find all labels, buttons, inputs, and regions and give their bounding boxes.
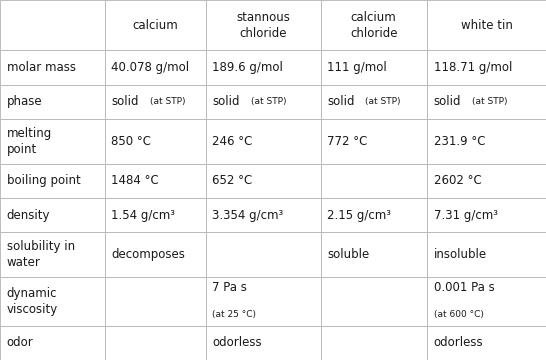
- Text: 7 Pa s: 7 Pa s: [212, 281, 247, 294]
- Bar: [206, 326, 321, 360]
- Text: 2.15 g/cm³: 2.15 g/cm³: [327, 209, 391, 222]
- Bar: [321, 0, 427, 50]
- Text: decomposes: decomposes: [111, 248, 185, 261]
- Text: insoluble: insoluble: [434, 248, 486, 261]
- Bar: [427, 326, 546, 360]
- Bar: [321, 85, 427, 119]
- Text: solid: solid: [111, 95, 139, 108]
- Bar: [321, 326, 427, 360]
- Bar: [105, 85, 206, 119]
- Text: 111 g/mol: 111 g/mol: [327, 61, 387, 74]
- Bar: [0, 198, 105, 232]
- Bar: [206, 0, 321, 50]
- Text: 231.9 °C: 231.9 °C: [434, 135, 485, 148]
- Bar: [0, 326, 105, 360]
- Bar: [206, 50, 321, 85]
- Bar: [0, 164, 105, 198]
- Bar: [105, 232, 206, 277]
- Bar: [427, 277, 546, 326]
- Text: 0.001 Pa s: 0.001 Pa s: [434, 281, 494, 294]
- Bar: [206, 232, 321, 277]
- Bar: [321, 50, 427, 85]
- Text: 189.6 g/mol: 189.6 g/mol: [212, 61, 283, 74]
- Bar: [0, 0, 105, 50]
- Text: 3.354 g/cm³: 3.354 g/cm³: [212, 209, 283, 222]
- Text: melting
point: melting point: [7, 127, 52, 156]
- Text: molar mass: molar mass: [7, 61, 75, 74]
- Text: 1484 °C: 1484 °C: [111, 174, 159, 187]
- Bar: [0, 277, 105, 326]
- Text: 772 °C: 772 °C: [327, 135, 367, 148]
- Bar: [427, 164, 546, 198]
- Text: (at STP): (at STP): [150, 98, 185, 107]
- Bar: [0, 232, 105, 277]
- Text: (at STP): (at STP): [365, 98, 401, 107]
- Bar: [105, 0, 206, 50]
- Bar: [105, 326, 206, 360]
- Text: 40.078 g/mol: 40.078 g/mol: [111, 61, 189, 74]
- Text: 652 °C: 652 °C: [212, 174, 253, 187]
- Bar: [206, 85, 321, 119]
- Bar: [206, 277, 321, 326]
- Text: phase: phase: [7, 95, 42, 108]
- Bar: [0, 119, 105, 164]
- Text: soluble: soluble: [327, 248, 369, 261]
- Text: 7.31 g/cm³: 7.31 g/cm³: [434, 209, 497, 222]
- Bar: [105, 164, 206, 198]
- Text: stannous
chloride: stannous chloride: [236, 11, 290, 40]
- Bar: [206, 119, 321, 164]
- Bar: [321, 232, 427, 277]
- Text: 246 °C: 246 °C: [212, 135, 253, 148]
- Text: (at 25 °C): (at 25 °C): [212, 310, 257, 319]
- Bar: [321, 119, 427, 164]
- Text: density: density: [7, 209, 50, 222]
- Text: solid: solid: [327, 95, 354, 108]
- Bar: [321, 198, 427, 232]
- Text: odorless: odorless: [212, 336, 262, 349]
- Text: (at STP): (at STP): [472, 98, 507, 107]
- Text: solid: solid: [212, 95, 240, 108]
- Bar: [0, 85, 105, 119]
- Bar: [0, 50, 105, 85]
- Bar: [427, 85, 546, 119]
- Bar: [321, 277, 427, 326]
- Bar: [427, 232, 546, 277]
- Text: dynamic
viscosity: dynamic viscosity: [7, 287, 58, 316]
- Text: 2602 °C: 2602 °C: [434, 174, 481, 187]
- Bar: [427, 119, 546, 164]
- Text: white tin: white tin: [460, 19, 513, 32]
- Text: odor: odor: [7, 336, 33, 349]
- Bar: [427, 198, 546, 232]
- Bar: [206, 198, 321, 232]
- Text: odorless: odorless: [434, 336, 483, 349]
- Text: (at 600 °C): (at 600 °C): [434, 310, 483, 319]
- Bar: [105, 198, 206, 232]
- Text: 118.71 g/mol: 118.71 g/mol: [434, 61, 512, 74]
- Bar: [321, 164, 427, 198]
- Text: calcium
chloride: calcium chloride: [350, 11, 397, 40]
- Bar: [206, 164, 321, 198]
- Text: 850 °C: 850 °C: [111, 135, 151, 148]
- Bar: [105, 50, 206, 85]
- Text: boiling point: boiling point: [7, 174, 80, 187]
- Text: solubility in
water: solubility in water: [7, 240, 75, 269]
- Text: calcium: calcium: [133, 19, 178, 32]
- Bar: [105, 277, 206, 326]
- Bar: [105, 119, 206, 164]
- Text: (at STP): (at STP): [251, 98, 286, 107]
- Bar: [427, 0, 546, 50]
- Text: solid: solid: [434, 95, 461, 108]
- Bar: [427, 50, 546, 85]
- Text: 1.54 g/cm³: 1.54 g/cm³: [111, 209, 175, 222]
